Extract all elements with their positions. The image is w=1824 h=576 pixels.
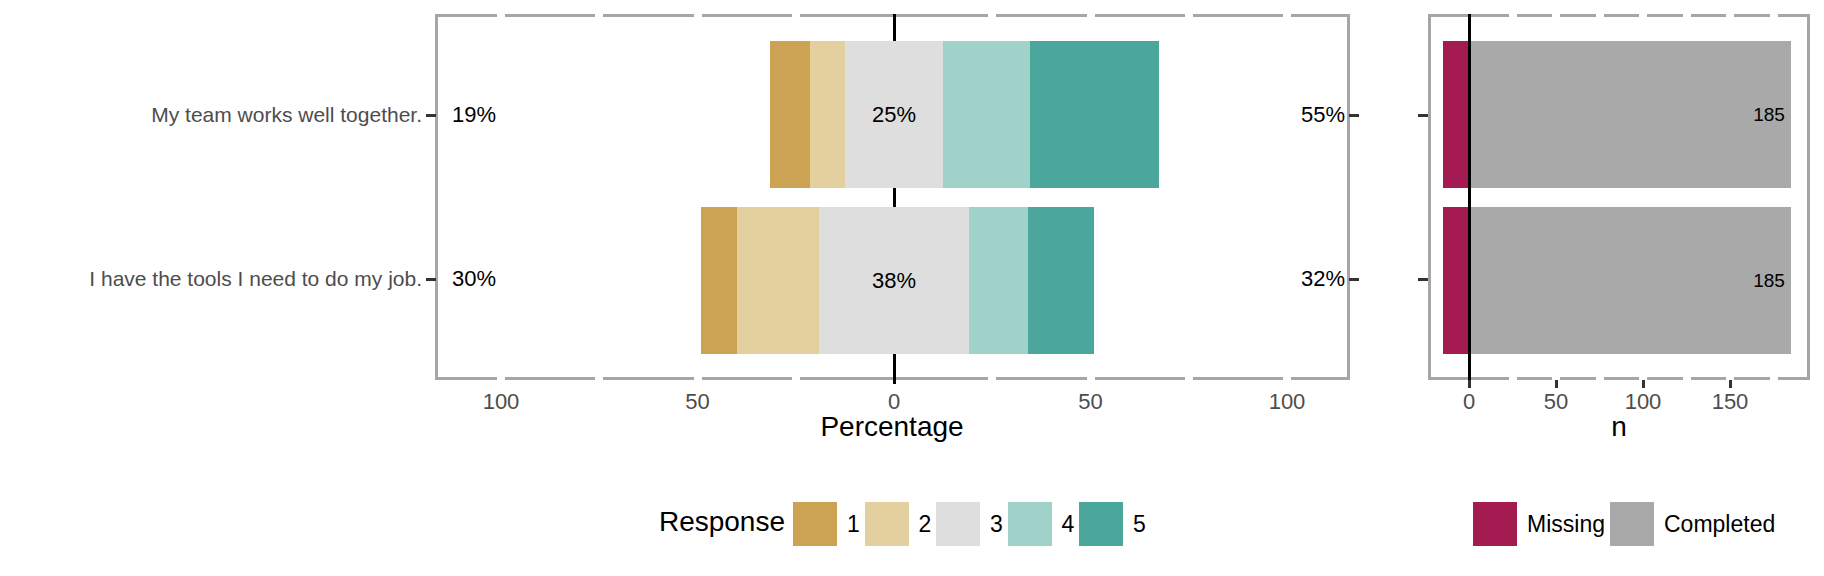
axis-notch [1726,14,1734,20]
count-chart-region: 185 185 n 0 50 100 150 Missing Completed [0,0,1824,576]
axis-notch [1552,14,1560,20]
x-axis-title-n: n [1579,412,1659,442]
count-label: 185 [1721,269,1785,293]
x-tick-label: 150 [1690,390,1770,414]
count-label: 185 [1721,103,1785,127]
x-axis-tick [1555,380,1558,388]
x-tick-label: 100 [1603,390,1683,414]
count-panel: 185 185 [1428,14,1810,380]
legend-label: Completed [1664,506,1782,542]
y-axis-tick [1418,114,1428,117]
axis-notch [1509,14,1517,20]
axis-notch [1639,14,1647,20]
x-tick-label: 0 [1429,390,1509,414]
axis-notch [1770,14,1778,20]
axis-notch [1683,14,1691,20]
likert-report: 25%38% Percentage Response 19%55%My team… [0,0,1824,576]
x-axis-tick [1468,380,1471,388]
legend-swatch-completed [1610,502,1654,546]
missing-bar [1443,207,1469,354]
axis-notch [1770,374,1778,380]
x-axis-tick [1729,380,1732,388]
missing-bar [1443,41,1469,188]
axis-notch [1596,374,1604,380]
legend-label: Missing [1527,506,1607,542]
axis-notch [1596,14,1604,20]
legend-swatch-missing [1473,502,1517,546]
x-axis-tick [1642,380,1645,388]
axis-notch [1683,374,1691,380]
x-tick-label: 50 [1516,390,1596,414]
axis-notch [1509,374,1517,380]
y-axis-tick [1418,278,1428,281]
zero-line [1468,14,1471,384]
